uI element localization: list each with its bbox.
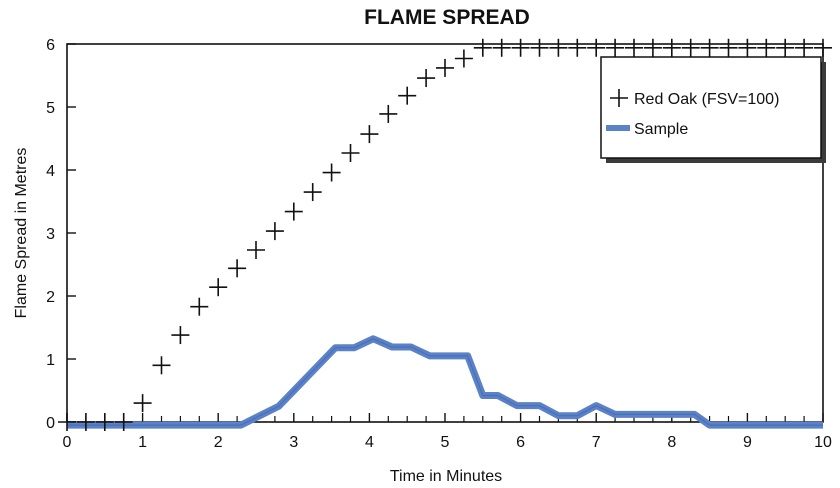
red-oak-point xyxy=(417,69,436,88)
red-oak-point xyxy=(58,413,76,431)
legend-label-sample: Sample xyxy=(634,121,688,138)
red-oak-point xyxy=(265,222,284,241)
x-tick-label: 8 xyxy=(667,434,676,451)
y-axis-label: Flame Spread in Metres xyxy=(13,148,30,319)
y-tick-label: 1 xyxy=(46,352,55,369)
sample-series xyxy=(67,335,823,429)
sample-line-edge xyxy=(67,338,823,426)
y-tick-label: 6 xyxy=(46,37,55,54)
red-oak-point xyxy=(303,183,322,202)
x-tick-label: 10 xyxy=(814,434,832,451)
red-oak-point xyxy=(228,259,247,278)
red-oak-point xyxy=(606,38,625,57)
red-oak-point xyxy=(625,38,643,57)
y-tick-label: 0 xyxy=(46,415,55,432)
red-oak-point xyxy=(114,413,133,431)
x-tick-label: 3 xyxy=(289,434,298,451)
y-tick-label: 5 xyxy=(46,100,55,117)
red-oak-point xyxy=(587,38,606,57)
x-tick-label: 7 xyxy=(592,434,601,451)
red-oak-point xyxy=(360,125,379,144)
red-oak-point xyxy=(171,326,190,345)
red-oak-point xyxy=(190,297,209,316)
y-tick-label: 3 xyxy=(46,226,55,243)
x-tick-label: 1 xyxy=(138,434,147,451)
red-oak-point xyxy=(700,38,719,57)
red-oak-point xyxy=(719,38,738,57)
red-oak-point xyxy=(152,356,171,375)
red-oak-point xyxy=(284,202,303,221)
red-oak-point xyxy=(662,38,681,57)
red-oak-point xyxy=(398,86,417,105)
red-oak-point xyxy=(795,38,814,57)
legend-label-red-oak: Red Oak (FSV=100) xyxy=(634,91,779,108)
red-oak-point xyxy=(738,38,757,57)
red-oak-point xyxy=(454,49,473,68)
red-oak-point xyxy=(643,38,662,57)
red-oak-point xyxy=(549,38,568,57)
red-oak-point xyxy=(247,241,265,260)
y-tick-label: 2 xyxy=(46,289,55,306)
sample-line xyxy=(67,335,823,429)
red-oak-point xyxy=(322,163,341,182)
legend-marker-sample xyxy=(606,125,630,131)
x-tick-label: 6 xyxy=(516,434,525,451)
red-oak-point xyxy=(341,143,360,162)
red-oak-point xyxy=(95,413,114,431)
legend-box xyxy=(600,56,822,159)
red-oak-point xyxy=(492,38,511,57)
red-oak-point xyxy=(76,413,95,431)
red-oak-point xyxy=(511,38,530,57)
x-tick-label: 0 xyxy=(63,434,72,451)
red-oak-point xyxy=(530,38,549,57)
red-oak-point xyxy=(814,38,832,57)
red-oak-point xyxy=(681,38,700,57)
red-oak-point xyxy=(568,38,587,57)
red-oak-point xyxy=(757,38,776,57)
red-oak-series xyxy=(58,38,832,431)
red-oak-point xyxy=(436,58,454,77)
x-axis-label: Time in Minutes xyxy=(390,468,502,485)
red-oak-point xyxy=(473,38,492,57)
red-oak-point xyxy=(776,38,795,57)
legend-marker-red-oak xyxy=(610,89,628,107)
red-oak-point xyxy=(209,278,228,297)
x-tick-label: 4 xyxy=(365,434,374,451)
y-tick-label: 4 xyxy=(46,163,55,180)
red-oak-point xyxy=(133,394,152,413)
x-tick-label: 2 xyxy=(214,434,223,451)
chart-title: FLAME SPREAD xyxy=(364,6,530,29)
red-oak-point xyxy=(379,104,398,123)
x-tick-label: 9 xyxy=(743,434,752,451)
legend: Red Oak (FSV=100) Sample xyxy=(600,56,826,163)
x-tick-label: 5 xyxy=(441,434,450,451)
